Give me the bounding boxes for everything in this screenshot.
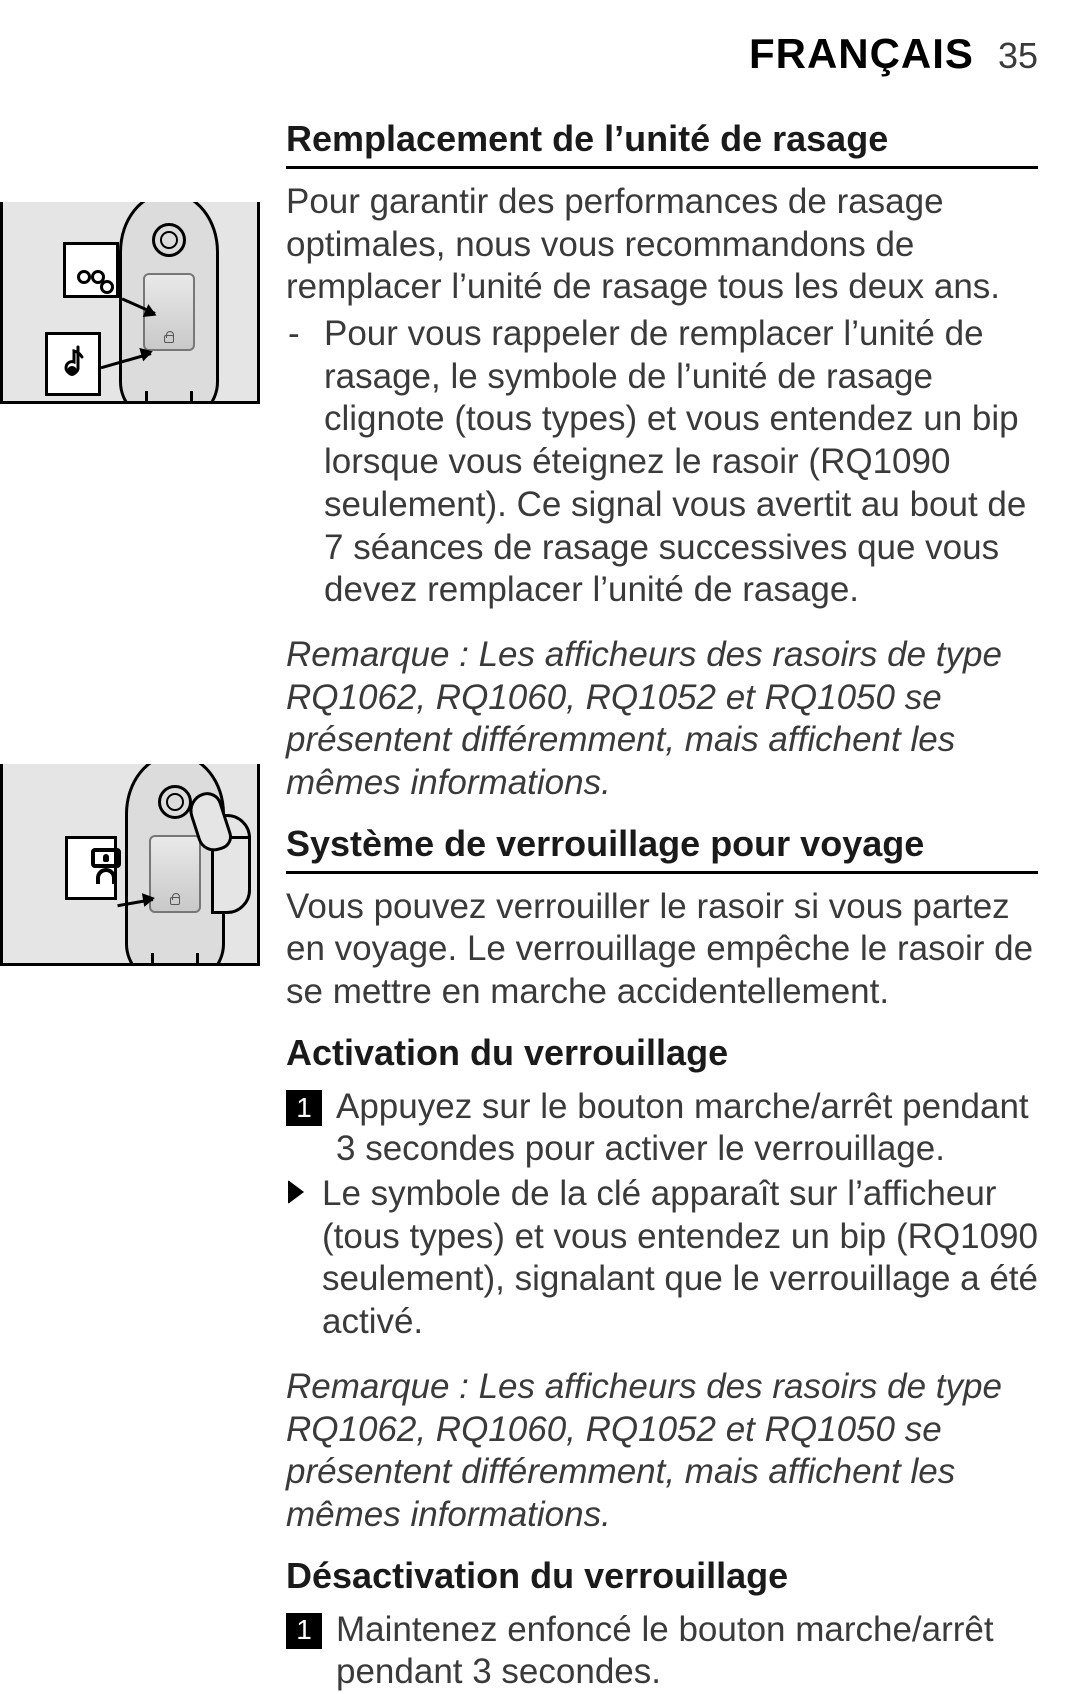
- callout-lock: [65, 836, 117, 900]
- heading-rule: [286, 871, 1038, 874]
- language-label: FRANÇAIS: [749, 30, 974, 78]
- result-text: Le symbole de la clé apparaît sur l’affi…: [322, 1174, 1038, 1341]
- section-intro: Pour garantir des performances de rasage…: [286, 181, 1038, 309]
- step-number-badge: 1: [286, 1613, 322, 1649]
- numbered-step: 1 Appuyez sur le bouton marche/arrêt pen…: [286, 1086, 1038, 1171]
- heading-rule: [286, 166, 1038, 169]
- step-list: 1 Maintenez enfoncé le bouton marche/arr…: [286, 1609, 1038, 1694]
- section-intro: Vous pouvez verrouiller le rasoir si vou…: [286, 886, 1038, 1014]
- manual-page: FRANÇAIS 35: [0, 0, 1080, 1522]
- step-list: 1 Appuyez sur le bouton marche/arrêt pen…: [286, 1086, 1038, 1344]
- text-column: Remplacement de l’unité de rasage Pour g…: [286, 118, 1038, 1694]
- illustration-frame: [0, 202, 260, 404]
- numbered-step: 1 Maintenez enfoncé le bouton marche/arr…: [286, 1609, 1038, 1694]
- note-paragraph: Remarque : Les afficheurs des rasoirs de…: [286, 634, 1038, 805]
- music-note-icon: [58, 343, 88, 386]
- subsection-heading: Désactivation du verrouillage: [286, 1555, 1038, 1597]
- hand-pressing-icon: [201, 784, 260, 934]
- result-item: Le symbole de la clé apparaît sur l’affi…: [286, 1173, 1038, 1344]
- illustration-replace-unit: [0, 202, 260, 404]
- note-paragraph: Remarque : Les afficheurs des rasoirs de…: [286, 1366, 1038, 1537]
- section-replace-unit: Remplacement de l’unité de rasage Pour g…: [286, 118, 1038, 805]
- page-header: FRANÇAIS 35: [0, 30, 1080, 78]
- section-heading: Système de verrouillage pour voyage: [286, 823, 1038, 865]
- arrow-bullet-icon: [288, 1180, 304, 1204]
- page-number: 35: [998, 35, 1038, 77]
- section-travel-lock: Système de verrouillage pour voyage Vous…: [286, 823, 1038, 1694]
- callout-beep: [45, 332, 101, 396]
- step-number-badge: 1: [286, 1090, 322, 1126]
- illustration-travel-lock: [0, 764, 260, 966]
- callout-shaving-heads: [63, 242, 119, 298]
- illustration-frame: [0, 764, 260, 966]
- step-text: Maintenez enfoncé le bouton marche/arrêt…: [336, 1610, 994, 1692]
- subsection-heading: Activation du verrouillage: [286, 1032, 1038, 1074]
- bullet-list: Pour vous rappeler de remplacer l’unité …: [286, 313, 1038, 612]
- list-item: Pour vous rappeler de remplacer l’unité …: [286, 313, 1038, 612]
- section-heading: Remplacement de l’unité de rasage: [286, 118, 1038, 160]
- step-text: Appuyez sur le bouton marche/arrêt penda…: [336, 1087, 1029, 1169]
